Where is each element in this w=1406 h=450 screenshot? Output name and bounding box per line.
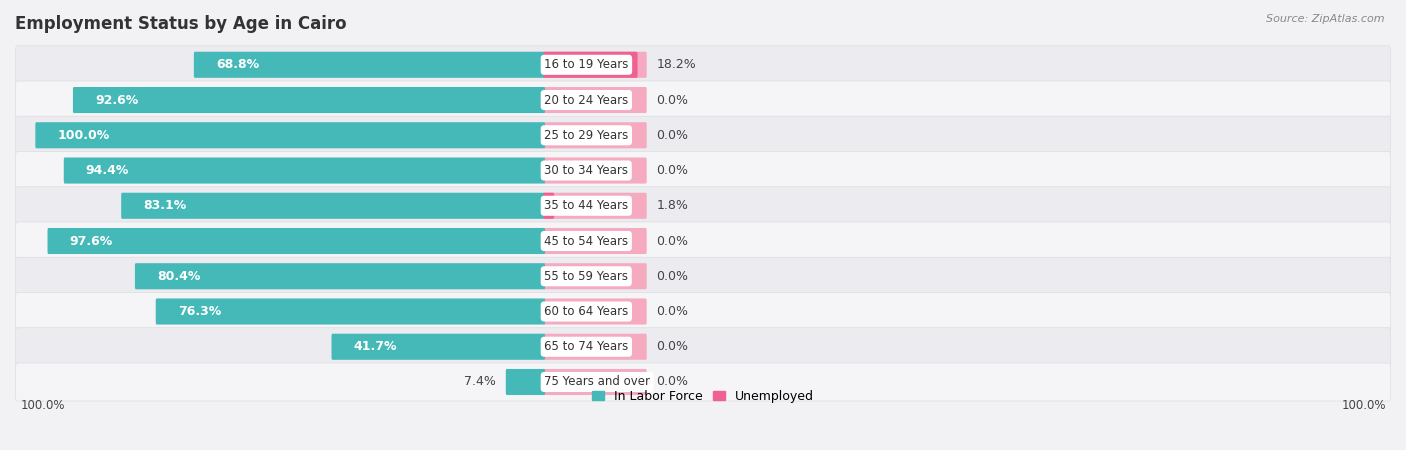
Text: Source: ZipAtlas.com: Source: ZipAtlas.com [1267,14,1385,23]
Text: 55 to 59 Years: 55 to 59 Years [544,270,628,283]
Text: 25 to 29 Years: 25 to 29 Years [544,129,628,142]
FancyBboxPatch shape [543,263,647,289]
FancyBboxPatch shape [543,298,647,324]
FancyBboxPatch shape [15,363,1391,401]
FancyBboxPatch shape [35,122,546,148]
FancyBboxPatch shape [15,116,1391,154]
FancyBboxPatch shape [543,52,647,78]
Text: 94.4%: 94.4% [86,164,129,177]
Text: Employment Status by Age in Cairo: Employment Status by Age in Cairo [15,15,347,33]
FancyBboxPatch shape [332,334,546,360]
Text: 20 to 24 Years: 20 to 24 Years [544,94,628,107]
Text: 0.0%: 0.0% [657,270,689,283]
FancyBboxPatch shape [194,52,546,78]
Text: 100.0%: 100.0% [20,400,65,413]
FancyBboxPatch shape [543,193,554,219]
Text: 0.0%: 0.0% [657,340,689,353]
FancyBboxPatch shape [543,87,647,113]
FancyBboxPatch shape [135,263,546,289]
Text: 1.8%: 1.8% [657,199,689,212]
FancyBboxPatch shape [121,193,546,219]
FancyBboxPatch shape [543,369,647,395]
Text: 35 to 44 Years: 35 to 44 Years [544,199,628,212]
Text: 0.0%: 0.0% [657,234,689,248]
FancyBboxPatch shape [543,122,647,148]
FancyBboxPatch shape [48,228,546,254]
Text: 97.6%: 97.6% [69,234,112,248]
FancyBboxPatch shape [543,193,647,219]
FancyBboxPatch shape [73,87,546,113]
Text: 0.0%: 0.0% [657,94,689,107]
Text: 76.3%: 76.3% [177,305,221,318]
FancyBboxPatch shape [15,292,1391,331]
FancyBboxPatch shape [506,369,546,395]
FancyBboxPatch shape [15,222,1391,260]
Text: 65 to 74 Years: 65 to 74 Years [544,340,628,353]
Text: 75 Years and over: 75 Years and over [544,375,650,388]
FancyBboxPatch shape [543,228,647,254]
FancyBboxPatch shape [15,328,1391,366]
Legend: In Labor Force, Unemployed: In Labor Force, Unemployed [586,385,820,408]
Text: 80.4%: 80.4% [157,270,200,283]
FancyBboxPatch shape [15,81,1391,119]
Text: 45 to 54 Years: 45 to 54 Years [544,234,628,248]
Text: 16 to 19 Years: 16 to 19 Years [544,58,628,71]
Text: 92.6%: 92.6% [96,94,138,107]
Text: 68.8%: 68.8% [217,58,259,71]
FancyBboxPatch shape [15,187,1391,225]
FancyBboxPatch shape [543,158,647,184]
FancyBboxPatch shape [543,52,637,78]
Text: 100.0%: 100.0% [58,129,110,142]
FancyBboxPatch shape [15,152,1391,189]
Text: 41.7%: 41.7% [353,340,396,353]
FancyBboxPatch shape [63,158,546,184]
Text: 0.0%: 0.0% [657,305,689,318]
FancyBboxPatch shape [156,298,546,324]
Text: 83.1%: 83.1% [143,199,187,212]
Text: 18.2%: 18.2% [657,58,696,71]
FancyBboxPatch shape [15,46,1391,84]
Text: 0.0%: 0.0% [657,375,689,388]
Text: 100.0%: 100.0% [1341,400,1386,413]
Text: 60 to 64 Years: 60 to 64 Years [544,305,628,318]
Text: 0.0%: 0.0% [657,164,689,177]
Text: 7.4%: 7.4% [464,375,496,388]
FancyBboxPatch shape [15,257,1391,295]
FancyBboxPatch shape [543,334,647,360]
Text: 0.0%: 0.0% [657,129,689,142]
Text: 30 to 34 Years: 30 to 34 Years [544,164,628,177]
